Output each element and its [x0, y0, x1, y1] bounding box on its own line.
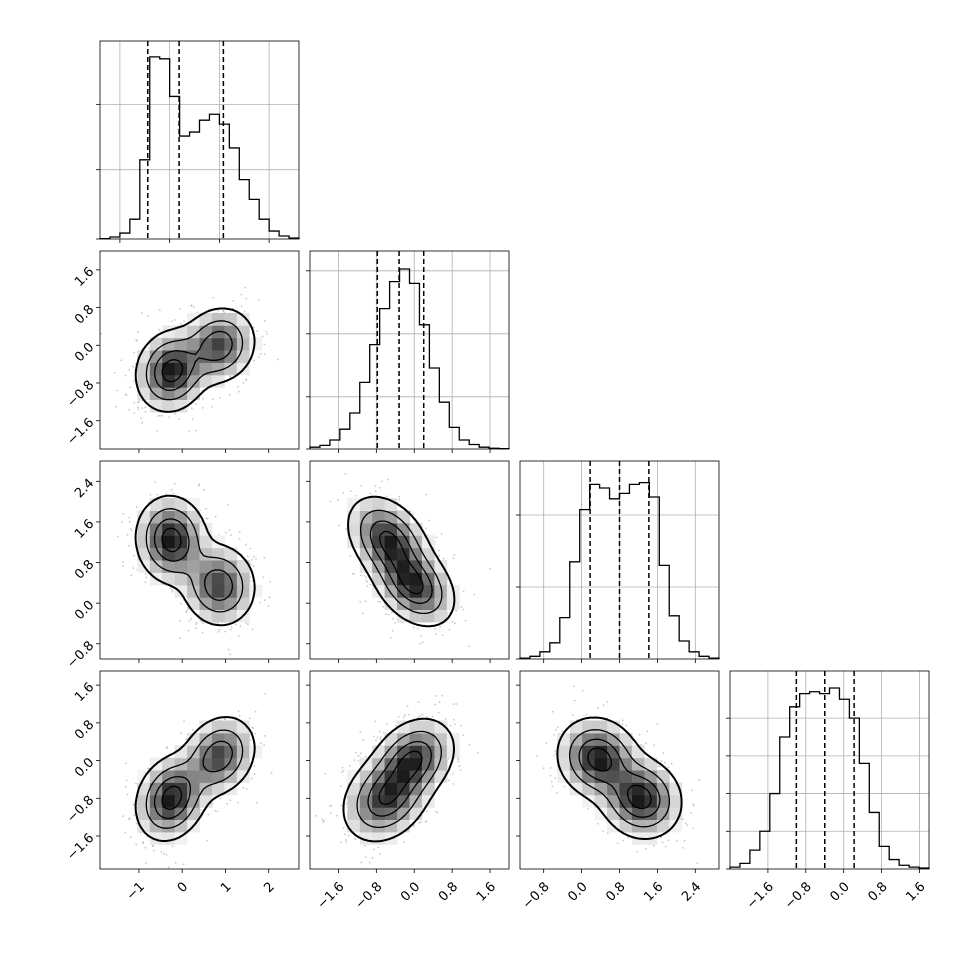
- y-tick-label: −0.8: [64, 638, 97, 671]
- contour-line: [134, 307, 256, 413]
- panel-frame: [309, 250, 510, 450]
- contour-line: [359, 509, 443, 615]
- density-blocks: [137, 720, 263, 845]
- hist-panel-3: [726, 670, 930, 873]
- density-panel-2-0: −0.8 0.0 0.8 1.6 2.4: [64, 460, 300, 671]
- y-tick-label: 1.6: [72, 517, 97, 542]
- x-tick-label: 0.0: [398, 879, 423, 904]
- hist-panel-1: [306, 250, 510, 453]
- density-panel-2-1: [306, 460, 510, 663]
- contour-line: [356, 730, 442, 829]
- y-tick-label: 1.6: [72, 265, 97, 290]
- y-tick-label: 2.4: [72, 476, 97, 501]
- panel-frame: [519, 460, 720, 660]
- histogram-step: [309, 268, 510, 450]
- contour-line: [153, 740, 234, 820]
- y-tick-label: 0.8: [72, 718, 97, 743]
- density-blocks: [137, 498, 263, 623]
- panel-frame: [729, 670, 930, 870]
- density-blocks: [137, 312, 263, 413]
- x-tick-label: 0.8: [603, 879, 628, 904]
- y-tick-label: 0.0: [72, 755, 97, 780]
- hist-panel-2: [516, 460, 720, 663]
- contour-line: [153, 518, 234, 602]
- contour-line: [367, 740, 432, 817]
- x-tick-label: 0.8: [436, 879, 461, 904]
- contour-line: [379, 530, 424, 595]
- contour-line: [347, 495, 456, 628]
- contour-line: [134, 716, 256, 842]
- y-tick-label: −0.8: [64, 793, 97, 826]
- y-tick-label: 0.0: [72, 340, 97, 365]
- panel-frame: [99, 460, 300, 660]
- contour-line: [161, 785, 183, 811]
- x-tick-label: 1.6: [474, 879, 499, 904]
- density-panel-3-1: [306, 670, 510, 873]
- x-tick-label: 2.4: [679, 879, 704, 904]
- contour-line: [145, 729, 244, 829]
- y-tick-label: 0.8: [72, 557, 97, 582]
- contour-line: [587, 747, 652, 810]
- density-panel-3-0: −1.6 −0.8 0.0 0.8 1.6: [64, 670, 300, 873]
- x-tick-label: −1.6: [744, 879, 777, 912]
- y-tick-label: −0.8: [64, 378, 97, 411]
- x-tick-label: 0.8: [865, 879, 890, 904]
- x-tick-label: −0.8: [520, 879, 553, 912]
- contour-line: [134, 494, 256, 627]
- contour-line: [568, 729, 671, 828]
- x-tick-label: 1.6: [903, 879, 928, 904]
- y-tick-label: 0.0: [72, 598, 97, 623]
- contour-line: [369, 520, 433, 604]
- histogram-step: [729, 687, 930, 869]
- density-panel-3-2: [516, 670, 720, 873]
- x-tick-label: 0.0: [565, 879, 590, 904]
- y-tick-label: 0.8: [72, 302, 97, 327]
- histogram-step: [99, 56, 300, 240]
- y-tick-label: 1.6: [72, 680, 97, 705]
- x-tick-label: 2: [261, 879, 277, 895]
- x-tick-label: −0.8: [782, 879, 815, 912]
- density-blocks: [557, 720, 683, 845]
- x-tick-label: 1.6: [641, 879, 666, 904]
- x-tick-label: −1.6: [315, 879, 348, 912]
- panel-frame: [309, 670, 510, 870]
- contour-line: [342, 717, 455, 843]
- x-tick-label: 0.0: [828, 879, 853, 904]
- contour-line: [161, 358, 184, 383]
- contour-line: [556, 716, 683, 840]
- x-tick-label: −1: [124, 879, 148, 903]
- panel-frame: [99, 40, 300, 240]
- x-tick-label: 1: [218, 879, 234, 895]
- y-tick-label: −1.6: [64, 415, 97, 448]
- contour-line: [154, 330, 233, 392]
- panel-frame: [309, 460, 510, 660]
- hist-panel-0: [96, 40, 300, 243]
- contour-line: [378, 750, 423, 806]
- x-tick-label: −0.8: [352, 879, 385, 912]
- panel-frame: [99, 250, 300, 450]
- contour-line: [161, 527, 182, 553]
- contour-line: [578, 738, 661, 818]
- x-tick-label: 0: [175, 879, 191, 895]
- y-tick-label: −1.6: [64, 831, 97, 864]
- contour-line: [145, 508, 244, 613]
- panel-frame: [519, 670, 720, 870]
- density-panel-1-0: −1.6 −0.8 0.0 0.8 1.6: [64, 250, 300, 453]
- panel-frame: [99, 670, 300, 870]
- contour-line: [145, 320, 244, 401]
